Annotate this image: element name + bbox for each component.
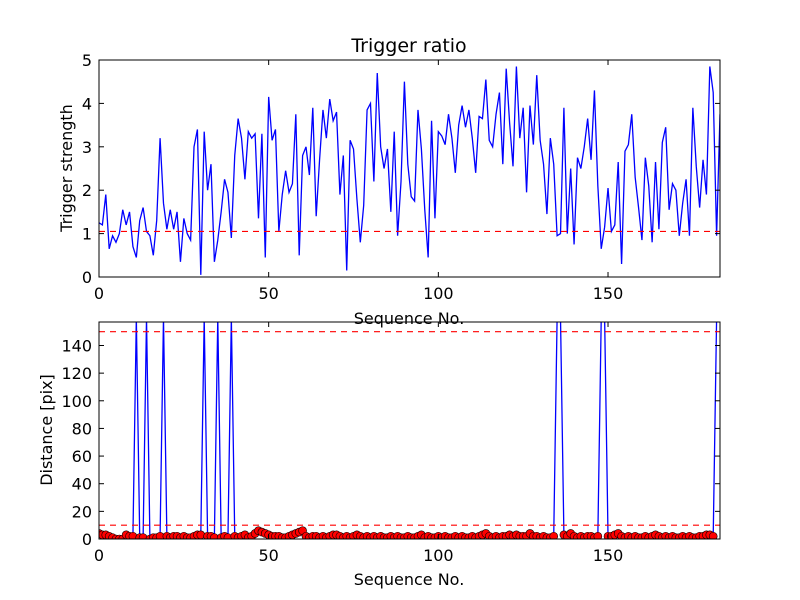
x-tick-label: 50	[258, 284, 278, 303]
y-axis-label: Trigger strength	[57, 104, 76, 233]
x-tick-label: 150	[593, 284, 624, 303]
y-tick-label: 3	[82, 138, 92, 157]
y-tick-label: 2	[82, 181, 92, 200]
plot-frame	[98, 59, 721, 278]
x-axis-label: Sequence No.	[354, 570, 465, 589]
distance-chart: 0 50 100 150 0 20 40 60 80 100 120 140 Sequence No.…	[37, 321, 721, 589]
y-tick-label: 0	[82, 268, 92, 287]
plot-area	[99, 322, 720, 539]
chart-title: Trigger ratio	[350, 35, 466, 57]
x-axis-label: Sequence No.	[354, 309, 465, 328]
y-tick-label: 120	[61, 364, 92, 383]
y-tick-label: 60	[72, 447, 92, 466]
y-tick-label: 140	[61, 336, 92, 355]
plot-area	[99, 66, 720, 275]
y-tick-label: 20	[72, 502, 92, 521]
series-line	[99, 66, 720, 275]
x-tick-label: 0	[94, 546, 104, 565]
y-axis-label: Distance [pix]	[37, 374, 56, 486]
axis-ticks: 0 50 100 150 0 1 2 3 4 5	[82, 51, 720, 303]
x-tick-label: 0	[94, 284, 104, 303]
y-tick-label: 4	[82, 94, 92, 113]
y-tick-label: 100	[61, 392, 92, 411]
plot-content	[99, 66, 720, 275]
x-tick-label: 100	[423, 546, 454, 565]
x-tick-label: 150	[593, 546, 624, 565]
y-tick-label: 40	[72, 475, 92, 494]
y-tick-label: 1	[82, 225, 92, 244]
plot-content	[99, 322, 720, 539]
data-point	[549, 531, 559, 539]
data-point	[708, 531, 718, 539]
data-point	[593, 531, 603, 539]
x-tick-label: 100	[423, 284, 454, 303]
axis-ticks: 0 50 100 150 0 20 40 60 80 100 120 140	[61, 322, 720, 565]
x-tick-label: 50	[258, 546, 278, 565]
y-tick-label: 5	[82, 51, 92, 70]
y-tick-label: 0	[82, 530, 92, 549]
trigger-ratio-chart: Trigger ratio 0 50 100 150 0 1 2 3 4 5 Sequence N…	[57, 35, 721, 328]
plot-frame	[98, 321, 721, 540]
y-tick-label: 80	[72, 419, 92, 438]
